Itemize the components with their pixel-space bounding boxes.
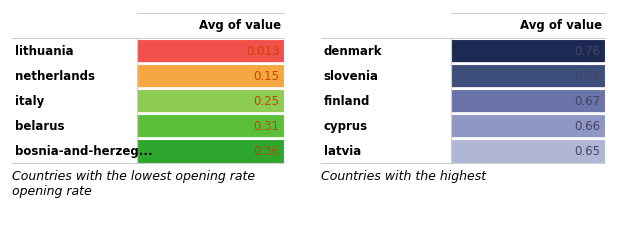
- Text: cyprus: cyprus: [324, 120, 368, 133]
- Text: 0.25: 0.25: [254, 95, 280, 108]
- Text: 0.15: 0.15: [254, 70, 280, 83]
- Text: Avg of value: Avg of value: [520, 19, 602, 32]
- Text: 0.71: 0.71: [574, 70, 600, 83]
- Text: slovenia: slovenia: [324, 70, 379, 83]
- Text: italy: italy: [15, 95, 44, 108]
- Text: 0.65: 0.65: [574, 145, 600, 158]
- Text: 0.66: 0.66: [574, 120, 600, 133]
- Text: 0.36: 0.36: [254, 145, 280, 158]
- Bar: [452, 89, 605, 113]
- Text: 0.67: 0.67: [574, 95, 600, 108]
- Bar: [137, 114, 284, 138]
- Bar: [452, 114, 605, 138]
- Bar: [137, 40, 284, 63]
- Text: 0.31: 0.31: [254, 120, 280, 133]
- Bar: [452, 64, 605, 88]
- Text: netherlands: netherlands: [15, 70, 95, 83]
- Text: lithuania: lithuania: [15, 45, 73, 58]
- Bar: [137, 89, 284, 113]
- Text: belarus: belarus: [15, 120, 65, 133]
- Text: 0.76: 0.76: [574, 45, 600, 58]
- Bar: [137, 139, 284, 163]
- Text: latvia: latvia: [324, 145, 361, 158]
- Text: bosnia-and-herzeg...: bosnia-and-herzeg...: [15, 145, 152, 158]
- Text: 0.013: 0.013: [246, 45, 280, 58]
- Bar: [452, 139, 605, 163]
- Bar: [452, 40, 605, 63]
- Text: finland: finland: [324, 95, 370, 108]
- Text: denmark: denmark: [324, 45, 382, 58]
- Text: Countries with the lowest opening rate
opening rate: Countries with the lowest opening rate o…: [12, 169, 255, 197]
- Text: Countries with the highest: Countries with the highest: [321, 169, 486, 182]
- Bar: [137, 64, 284, 88]
- Text: Avg of value: Avg of value: [199, 19, 281, 32]
